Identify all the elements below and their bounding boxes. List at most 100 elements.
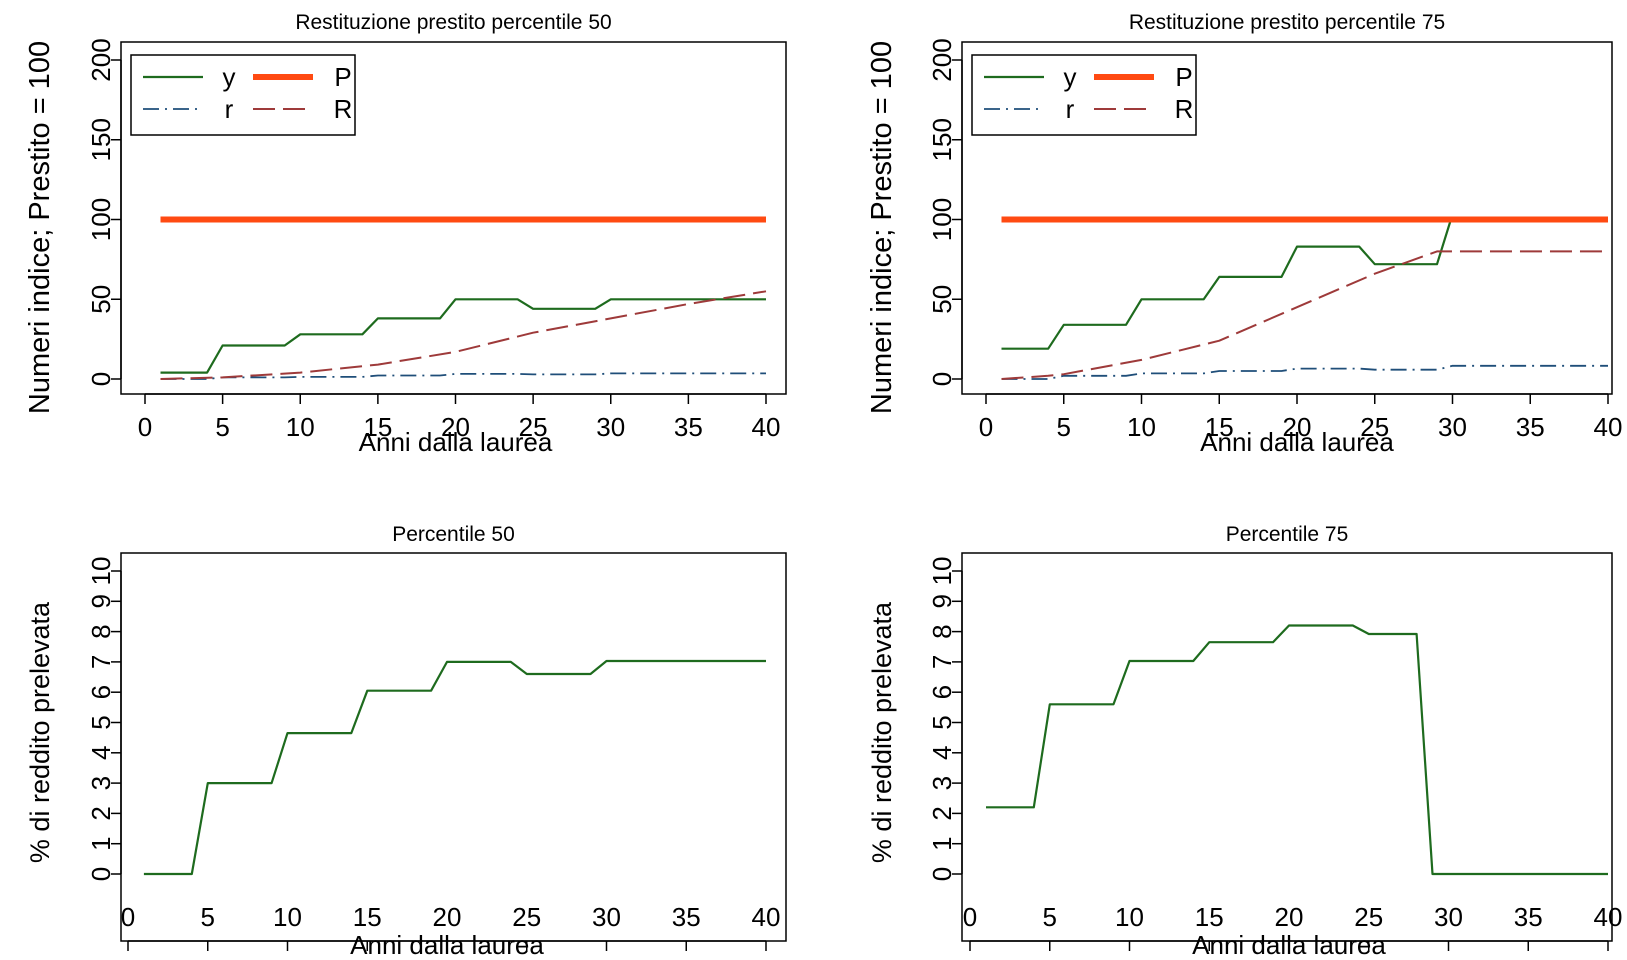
y-tick-label: 9: [86, 594, 116, 608]
x-tick-label: 35: [672, 902, 701, 932]
legend-label-P: P: [334, 62, 351, 92]
legend: y Pr R: [971, 54, 1197, 136]
chart-panel-2: Restituzione prestito percentile 75 0 5 10 1…: [866, 11, 1622, 457]
plot-frame: [120, 552, 787, 942]
series-line-R: [1001, 250, 1608, 380]
x-tick-label: 25: [1360, 412, 1389, 442]
y-tick-label: 200: [927, 38, 957, 81]
y-tick-label: 150: [86, 118, 116, 161]
series-line-r: [1001, 364, 1608, 380]
x-tick-label: 5: [201, 902, 215, 932]
x-tick-label: 0: [121, 902, 135, 932]
chart-title: Percentile 50: [392, 523, 515, 546]
y-tick-label: 150: [927, 118, 957, 161]
y-tick-label: 50: [86, 285, 116, 314]
y-tick-label: 100: [927, 198, 957, 241]
x-axis-label: Anni dalla laurea: [359, 427, 553, 457]
y-axis-label: Numeri indice; Prestito = 100: [866, 41, 898, 414]
x-tick-label: 30: [596, 412, 625, 442]
y-tick-label: 4: [86, 746, 116, 760]
legend-label-y: y: [223, 62, 236, 92]
y-tick-label: 5: [86, 715, 116, 729]
x-tick-label: 15: [363, 412, 392, 442]
y-tick-label: 3: [86, 776, 116, 790]
y-tick-label: 10: [927, 557, 957, 586]
legend-label-y: y: [1064, 62, 1077, 92]
y-tick-label: 2: [86, 806, 116, 820]
legend-label-r: r: [225, 94, 234, 124]
chart-panel-1: Restituzione prestito percentile 50 0 5 10 1…: [24, 11, 787, 457]
legend: y Pr R: [130, 54, 356, 136]
legend-label-P: P: [1175, 62, 1192, 92]
x-tick-label: 5: [215, 412, 229, 442]
y-tick-label: 0: [927, 372, 957, 386]
x-axis-label: Anni dalla laurea: [1192, 930, 1386, 960]
x-axis-label: Anni dalla laurea: [350, 930, 544, 960]
y-tick-label: 2: [927, 806, 957, 820]
x-tick-label: 20: [433, 902, 462, 932]
y-tick-label: 0: [927, 867, 957, 881]
y-tick-label: 0: [86, 867, 116, 881]
y-axis-label: % di reddito prelevata: [25, 601, 55, 863]
y-tick-label: 4: [927, 746, 957, 760]
x-axis-label: Anni dalla laurea: [1200, 427, 1394, 457]
legend-label-R: R: [1175, 94, 1194, 124]
y-tick-label: 200: [86, 38, 116, 81]
chart-title: Restituzione prestito percentile 50: [295, 11, 611, 34]
x-tick-label: 40: [752, 412, 781, 442]
y-tick-label: 6: [927, 685, 957, 699]
x-tick-label: 10: [273, 902, 302, 932]
legend-label-R: R: [334, 94, 353, 124]
y-tick-label: 7: [86, 655, 116, 669]
x-tick-label: 40: [1594, 412, 1623, 442]
x-tick-label: 25: [512, 902, 541, 932]
x-tick-label: 5: [1043, 902, 1057, 932]
x-tick-label: 10: [1115, 902, 1144, 932]
y-tick-label: 8: [86, 624, 116, 638]
x-tick-label: 20: [1275, 902, 1304, 932]
series-line-value: [986, 624, 1608, 876]
legend-label-r: r: [1066, 94, 1075, 124]
x-tick-label: 5: [1057, 412, 1071, 442]
x-tick-label: 10: [286, 412, 315, 442]
x-tick-label: 40: [1594, 902, 1623, 932]
x-tick-label: 15: [353, 902, 382, 932]
y-tick-label: 3: [927, 776, 957, 790]
y-tick-label: 9: [927, 594, 957, 608]
y-tick-label: 10: [86, 557, 116, 586]
x-tick-label: 30: [1438, 412, 1467, 442]
y-tick-label: 1: [86, 836, 116, 850]
x-tick-label: 40: [752, 902, 781, 932]
y-tick-label: 7: [927, 655, 957, 669]
chart-title: Restituzione prestito percentile 75: [1129, 11, 1445, 34]
x-tick-label: 35: [1516, 412, 1545, 442]
x-tick-label: 15: [1195, 902, 1224, 932]
y-tick-label: 6: [86, 685, 116, 699]
x-tick-label: 0: [138, 412, 152, 442]
series-line-y: [160, 298, 766, 374]
y-tick-label: 100: [86, 198, 116, 241]
y-axis-label: Numeri indice; Prestito = 100: [24, 41, 56, 414]
x-tick-label: 25: [519, 412, 548, 442]
legend-box: [971, 54, 1197, 136]
y-tick-label: 50: [927, 285, 957, 314]
legend-box: [130, 54, 356, 136]
x-tick-label: 15: [1205, 412, 1234, 442]
y-tick-label: 1: [927, 836, 957, 850]
plot-frame: [961, 552, 1613, 942]
series-line-y: [1001, 219, 1452, 350]
x-tick-label: 0: [979, 412, 993, 442]
y-tick-label: 0: [86, 372, 116, 386]
chart-title: Percentile 75: [1226, 523, 1349, 546]
series-line-R: [160, 290, 767, 380]
y-axis-label: % di reddito prelevata: [867, 601, 897, 863]
x-tick-label: 20: [441, 412, 470, 442]
x-tick-label: 20: [1283, 412, 1312, 442]
x-tick-label: 0: [963, 902, 977, 932]
x-tick-label: 35: [674, 412, 703, 442]
series-line-value: [143, 659, 766, 876]
x-tick-label: 35: [1514, 902, 1543, 932]
